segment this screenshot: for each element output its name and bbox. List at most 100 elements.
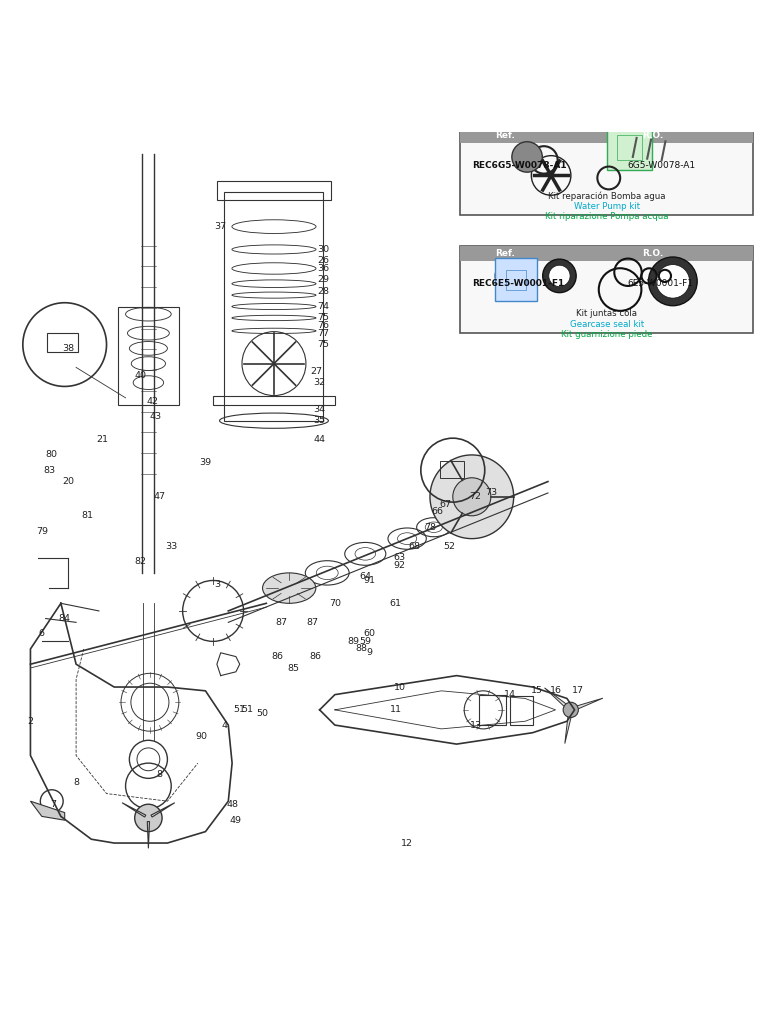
Text: Gearcase seal kit: Gearcase seal kit (570, 319, 644, 329)
Text: 70: 70 (329, 599, 341, 608)
Polygon shape (565, 714, 572, 743)
Text: 12: 12 (401, 839, 413, 848)
Text: 86: 86 (310, 652, 322, 662)
Text: 52: 52 (443, 542, 455, 551)
FancyBboxPatch shape (495, 258, 537, 301)
Circle shape (648, 257, 697, 306)
Text: 6E5-W0001-F1: 6E5-W0001-F1 (627, 279, 693, 288)
Text: 6: 6 (39, 630, 45, 638)
Text: REC6G5-W0078-A1: REC6G5-W0078-A1 (472, 161, 567, 170)
Text: 13: 13 (470, 721, 482, 729)
Text: 90: 90 (196, 732, 208, 741)
Text: 39: 39 (199, 458, 212, 467)
Text: 49: 49 (230, 816, 242, 824)
Text: 92: 92 (393, 561, 406, 569)
Text: 63: 63 (393, 553, 406, 562)
Text: 89: 89 (348, 637, 360, 646)
Text: 51: 51 (241, 706, 253, 715)
Text: R.O.: R.O. (642, 249, 664, 258)
Text: 6G5-W0078-A1: 6G5-W0078-A1 (627, 161, 696, 170)
Text: Kit riparazione Pompa acqua: Kit riparazione Pompa acqua (545, 212, 669, 221)
Text: 50: 50 (256, 710, 269, 718)
Text: 84: 84 (59, 614, 71, 623)
Text: Water Pump kit: Water Pump kit (574, 202, 640, 211)
Text: 11: 11 (390, 706, 402, 715)
Text: 91: 91 (363, 575, 375, 585)
Text: 10: 10 (393, 683, 406, 691)
Text: 68: 68 (409, 542, 421, 551)
Text: 80: 80 (46, 451, 58, 460)
Bar (479, 694, 506, 725)
Circle shape (135, 804, 162, 831)
Text: 83: 83 (43, 466, 56, 475)
Text: 72: 72 (470, 493, 482, 502)
Text: 2: 2 (27, 717, 33, 726)
Bar (440, 461, 464, 478)
Text: 17: 17 (572, 686, 584, 695)
Text: 20: 20 (62, 477, 75, 486)
Text: Ref.: Ref. (495, 249, 515, 258)
Bar (617, 135, 642, 160)
Polygon shape (30, 801, 65, 820)
Text: 14: 14 (504, 690, 516, 699)
Text: 40: 40 (135, 371, 147, 380)
Text: 73: 73 (485, 488, 497, 498)
Text: 3: 3 (214, 580, 220, 589)
Circle shape (512, 141, 543, 172)
Text: 26: 26 (317, 256, 330, 265)
Text: 30: 30 (317, 245, 330, 254)
Circle shape (495, 259, 529, 293)
Text: 59: 59 (359, 637, 371, 646)
Text: 15: 15 (530, 686, 543, 695)
Text: 82: 82 (135, 557, 147, 566)
Circle shape (430, 455, 514, 539)
FancyBboxPatch shape (460, 246, 753, 333)
Text: 28: 28 (317, 287, 330, 296)
Text: 77: 77 (317, 329, 330, 338)
Text: 48: 48 (226, 801, 238, 810)
Text: 76: 76 (317, 322, 330, 330)
Text: 75: 75 (317, 340, 330, 349)
Bar (224, 193, 323, 421)
Text: 8: 8 (157, 770, 163, 779)
Polygon shape (545, 688, 568, 709)
Text: 36: 36 (317, 264, 330, 273)
Circle shape (543, 259, 576, 293)
Bar (47, 333, 78, 352)
Text: 33: 33 (165, 542, 177, 551)
Ellipse shape (263, 572, 316, 603)
Bar (118, 306, 179, 406)
Text: 44: 44 (314, 435, 326, 444)
Circle shape (453, 478, 491, 516)
Text: 32: 32 (314, 378, 326, 387)
Text: 74: 74 (317, 302, 330, 311)
Text: 87: 87 (275, 617, 288, 627)
Text: 88: 88 (355, 644, 368, 653)
Text: R.O.: R.O. (642, 131, 664, 140)
Text: REC6E5-W0001-F1: REC6E5-W0001-F1 (472, 279, 565, 288)
Text: 81: 81 (81, 511, 94, 520)
Text: 4: 4 (221, 721, 228, 729)
FancyBboxPatch shape (607, 125, 652, 170)
Text: 75: 75 (317, 313, 330, 323)
Bar (213, 396, 335, 406)
Text: 7: 7 (50, 801, 56, 810)
Bar (460, 128, 753, 143)
Text: 60: 60 (363, 630, 375, 638)
Bar (510, 696, 533, 725)
Bar (460, 246, 753, 261)
Text: Kit reparación Bomba agua: Kit reparación Bomba agua (548, 191, 666, 201)
Text: 47: 47 (154, 493, 166, 502)
Text: 86: 86 (272, 652, 284, 662)
Text: 64: 64 (359, 572, 371, 582)
Text: 34: 34 (314, 404, 326, 414)
Text: 38: 38 (62, 344, 75, 353)
Text: 29: 29 (317, 275, 330, 285)
Circle shape (656, 264, 689, 298)
Bar (506, 270, 526, 290)
Text: Kit guarnizione piede: Kit guarnizione piede (561, 331, 653, 339)
Text: 51: 51 (234, 706, 246, 715)
Text: Ref.: Ref. (495, 131, 515, 140)
Circle shape (563, 702, 578, 718)
Circle shape (501, 265, 523, 287)
